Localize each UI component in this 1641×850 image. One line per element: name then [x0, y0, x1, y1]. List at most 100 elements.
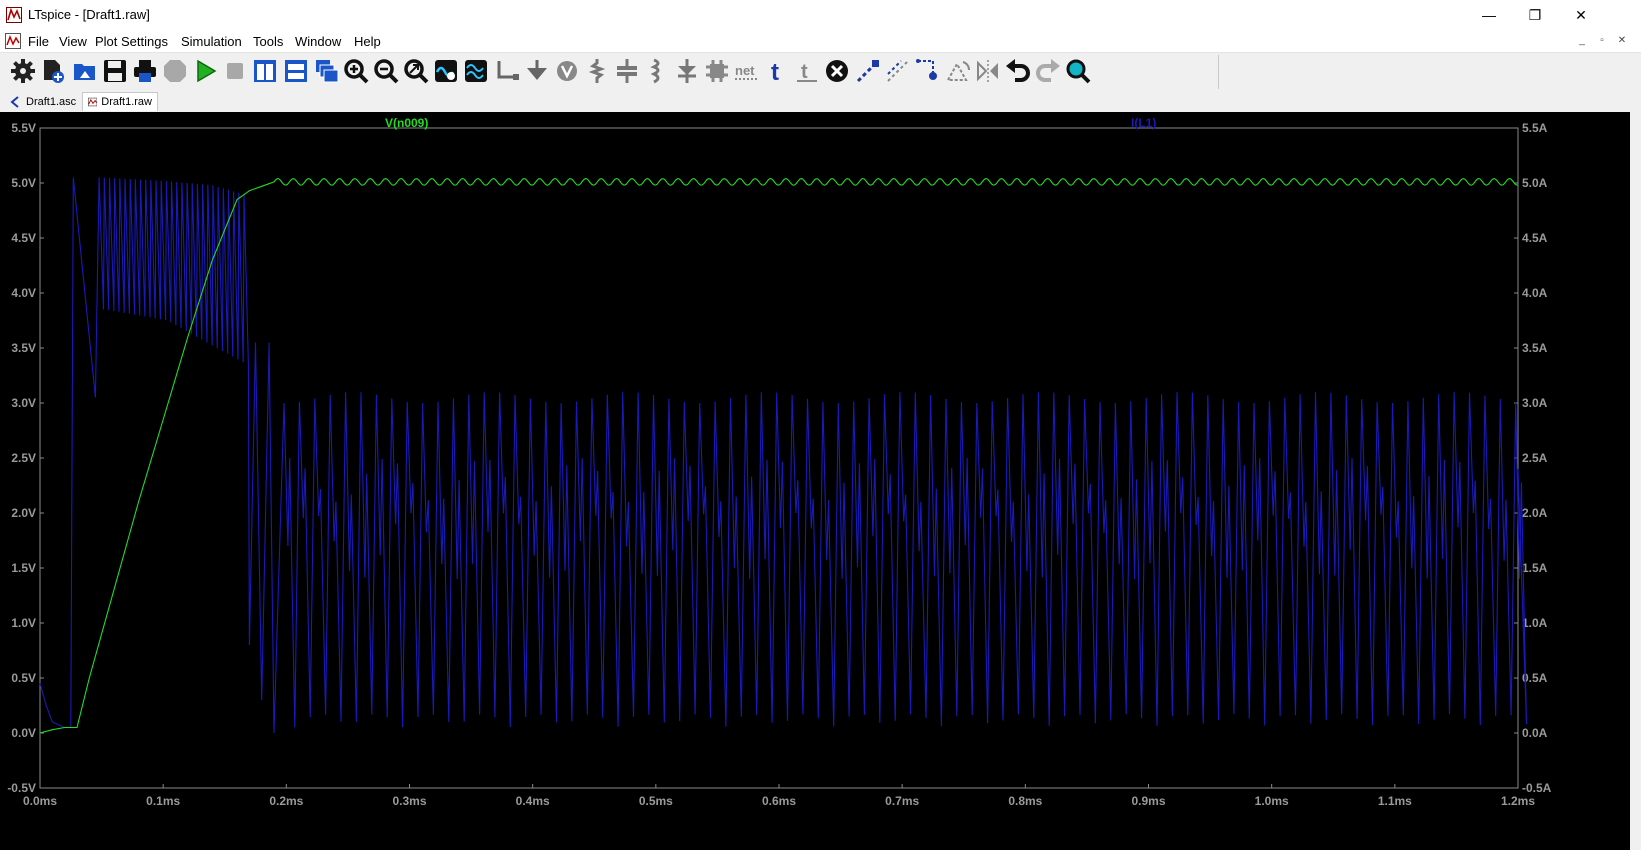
x-tick-label[interactable]: 0.2ms: [269, 794, 303, 808]
y-tick-label-right[interactable]: 3.5A: [1522, 341, 1548, 355]
label-net-button[interactable]: net: [732, 56, 762, 86]
waveform-plot[interactable]: 5.5V 5.0V 4.5V 4.0V 3.5V 3.0V 2.5V 2.0V 1.5V 1.0V…: [0, 112, 1630, 850]
tab-draft1-asc[interactable]: Draft1.asc: [4, 92, 82, 111]
menu-view[interactable]: View: [59, 34, 87, 49]
rotate-button[interactable]: [943, 56, 973, 86]
undo-button[interactable]: [1003, 56, 1033, 86]
y-tick-label-left[interactable]: 2.0V: [11, 506, 36, 520]
y-tick-label-left[interactable]: 5.5V: [11, 121, 36, 135]
run-button[interactable]: [190, 56, 220, 86]
menu-plot-settings[interactable]: Plot Settings: [95, 34, 168, 49]
y-tick-label-left[interactable]: 2.5V: [11, 451, 36, 465]
y-tick-label-left[interactable]: 5.0V: [11, 176, 36, 190]
tab-draft1-raw[interactable]: Draft1.raw: [82, 92, 158, 111]
wire-button[interactable]: [492, 56, 522, 86]
mdi-restore-button[interactable]: ▫: [1600, 35, 1604, 46]
settings-button[interactable]: [8, 56, 38, 86]
y-tick-label-left[interactable]: 4.5V: [11, 231, 36, 245]
x-tick-label[interactable]: 0.6ms: [762, 794, 796, 808]
voltage-button[interactable]: [552, 56, 582, 86]
y-tick-label-right[interactable]: 0.5A: [1522, 671, 1548, 685]
x-tick-label[interactable]: 1.2ms: [1501, 794, 1535, 808]
resistor-icon: [588, 59, 606, 83]
menu-simulation[interactable]: Simulation: [181, 34, 242, 49]
resistor-button[interactable]: [582, 56, 612, 86]
zoom-in-button[interactable]: [341, 56, 371, 86]
legend-voltage-n009[interactable]: V(n009): [385, 116, 429, 130]
new-schematic-button[interactable]: [39, 56, 69, 86]
print-button[interactable]: [130, 56, 160, 86]
menu-file[interactable]: File: [28, 34, 49, 49]
move-button[interactable]: [883, 56, 913, 86]
mdi-close-button[interactable]: ✕: [1617, 35, 1627, 46]
x-tick-label[interactable]: 0.4ms: [516, 794, 550, 808]
spice-directive-button[interactable]: t: [792, 56, 822, 86]
zoom-fit-button[interactable]: [401, 56, 431, 86]
diode-button[interactable]: [672, 56, 702, 86]
y-tick-label-right[interactable]: 4.5A: [1522, 231, 1548, 245]
y-tick-label-right[interactable]: 0.0A: [1522, 726, 1548, 740]
capacitor-button[interactable]: [612, 56, 642, 86]
rotate-icon: [946, 61, 970, 81]
minimize-button[interactable]: —: [1466, 0, 1512, 30]
drag-button[interactable]: [913, 56, 943, 86]
y-tick-label-right[interactable]: 4.0A: [1522, 286, 1548, 300]
legend-current-il1[interactable]: I(L1): [1131, 116, 1157, 130]
open-button[interactable]: [70, 56, 100, 86]
tab-label: Draft1.raw: [101, 96, 152, 108]
menu-help[interactable]: Help: [354, 34, 381, 49]
find-button[interactable]: [1063, 56, 1093, 86]
x-tick-label[interactable]: 0.8ms: [1008, 794, 1042, 808]
delete-button[interactable]: [822, 56, 852, 86]
x-tick-label[interactable]: 0.0ms: [23, 794, 57, 808]
waveform-tab-icon: [88, 97, 98, 107]
y-tick-label-left[interactable]: 0.5V: [11, 671, 36, 685]
x-tick-label[interactable]: 1.1ms: [1378, 794, 1412, 808]
component-button[interactable]: [702, 56, 732, 86]
waveform-button[interactable]: [461, 56, 491, 86]
y-tick-label-left[interactable]: -0.5V: [7, 781, 36, 795]
y-tick-label-left[interactable]: 0.0V: [11, 726, 36, 740]
tile-horizontal-button[interactable]: [281, 56, 311, 86]
stop-button[interactable]: [220, 56, 250, 86]
y-tick-label-right[interactable]: 1.0A: [1522, 616, 1548, 630]
y-tick-label-right[interactable]: 2.0A: [1522, 506, 1548, 520]
duplicate-button[interactable]: [853, 56, 883, 86]
y-tick-label-right[interactable]: -0.5A: [1522, 781, 1552, 795]
x-tick-label[interactable]: 0.3ms: [392, 794, 426, 808]
autorange-button[interactable]: [431, 56, 461, 86]
x-tick-label[interactable]: 1.0ms: [1255, 794, 1289, 808]
y-tick-label-left[interactable]: 3.5V: [11, 341, 36, 355]
waveform-doc-icon[interactable]: [5, 33, 21, 49]
cascade-button[interactable]: [312, 56, 342, 86]
inductor-button[interactable]: [642, 56, 672, 86]
y-tick-label-right[interactable]: 2.5A: [1522, 451, 1548, 465]
x-tick-label[interactable]: 0.1ms: [146, 794, 180, 808]
y-tick-label-left[interactable]: 1.5V: [11, 561, 36, 575]
x-tick-label[interactable]: 0.5ms: [639, 794, 673, 808]
y-tick-label-right[interactable]: 1.5A: [1522, 561, 1548, 575]
y-tick-label-left[interactable]: 4.0V: [11, 286, 36, 300]
y-tick-label-left[interactable]: 3.0V: [11, 396, 36, 410]
waveform-icon: [465, 60, 487, 82]
x-tick-label[interactable]: 0.7ms: [885, 794, 919, 808]
close-button[interactable]: ✕: [1558, 0, 1604, 30]
y-tick-label-right[interactable]: 5.0A: [1522, 176, 1548, 190]
mirror-button[interactable]: [973, 56, 1003, 86]
halt-button[interactable]: [160, 56, 190, 86]
menu-window[interactable]: Window: [295, 34, 342, 49]
y-tick-label-right[interactable]: 5.5A: [1522, 121, 1548, 135]
y-tick-label-left[interactable]: 1.0V: [11, 616, 36, 630]
save-button[interactable]: [100, 56, 130, 86]
redo-button[interactable]: [1033, 56, 1063, 86]
menu-tools[interactable]: Tools: [253, 34, 284, 49]
mdi-minimize-button[interactable]: _: [1579, 35, 1585, 46]
plot-pane[interactable]: [0, 112, 1630, 850]
x-tick-label[interactable]: 0.9ms: [1131, 794, 1165, 808]
maximize-button[interactable]: ❐: [1512, 0, 1558, 30]
ground-button[interactable]: [522, 56, 552, 86]
zoom-out-button[interactable]: [371, 56, 401, 86]
y-tick-label-right[interactable]: 3.0A: [1522, 396, 1548, 410]
tile-vertical-button[interactable]: [250, 56, 280, 86]
text-button[interactable]: t: [763, 56, 793, 86]
